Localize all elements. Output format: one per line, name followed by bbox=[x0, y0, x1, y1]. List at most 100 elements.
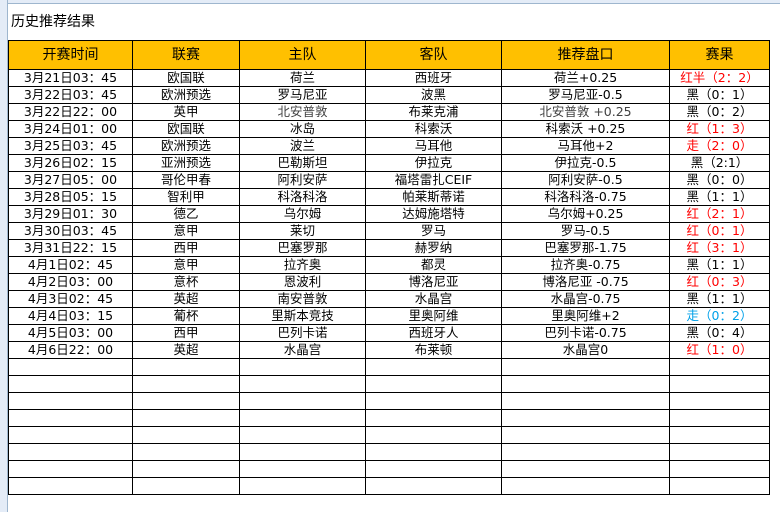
empty-cell[interactable] bbox=[501, 375, 670, 393]
cell-league[interactable]: 德乙 bbox=[132, 205, 240, 223]
empty-cell[interactable] bbox=[365, 392, 502, 410]
empty-cell[interactable] bbox=[501, 443, 670, 461]
cell-result[interactable]: 黑（1：1） bbox=[669, 188, 770, 206]
cell-home[interactable]: 波兰 bbox=[239, 137, 366, 155]
cell-away[interactable]: 福塔雷扎CEIF bbox=[365, 171, 502, 189]
empty-cell[interactable] bbox=[132, 477, 240, 495]
cell-league[interactable]: 意杯 bbox=[132, 273, 240, 291]
cell-time[interactable]: 3月30日03：45 bbox=[8, 222, 133, 240]
cell-time[interactable]: 3月24日01：00 bbox=[8, 120, 133, 138]
cell-pick[interactable]: 罗马尼亚-0.5 bbox=[501, 86, 670, 104]
header-pick[interactable]: 推荐盘口 bbox=[501, 40, 670, 70]
empty-cell[interactable] bbox=[501, 392, 670, 410]
cell-league[interactable]: 智利甲 bbox=[132, 188, 240, 206]
cell-league[interactable]: 意甲 bbox=[132, 222, 240, 240]
cell-home[interactable]: 巴勒斯坦 bbox=[239, 154, 366, 172]
cell-pick[interactable]: 马耳他+2 bbox=[501, 137, 670, 155]
cell-result[interactable]: 走（0：2） bbox=[669, 307, 770, 325]
empty-cell[interactable] bbox=[669, 392, 770, 410]
cell-away[interactable]: 布莱克浦 bbox=[365, 103, 502, 121]
cell-time[interactable]: 3月21日03：45 bbox=[8, 69, 133, 87]
empty-cell[interactable] bbox=[239, 477, 366, 495]
cell-pick[interactable]: 拉齐奥-0.75 bbox=[501, 256, 670, 274]
cell-time[interactable]: 3月22日03：45 bbox=[8, 86, 133, 104]
cell-league[interactable]: 欧国联 bbox=[132, 69, 240, 87]
cell-pick[interactable]: 里奥阿维+2 bbox=[501, 307, 670, 325]
cell-home[interactable]: 阿利安萨 bbox=[239, 171, 366, 189]
header-time[interactable]: 开赛时间 bbox=[8, 40, 133, 70]
cell-away[interactable]: 罗马 bbox=[365, 222, 502, 240]
empty-cell[interactable] bbox=[365, 375, 502, 393]
cell-pick[interactable]: 科洛科洛-0.75 bbox=[501, 188, 670, 206]
cell-league[interactable]: 哥伦甲春 bbox=[132, 171, 240, 189]
cell-pick[interactable]: 罗马-0.5 bbox=[501, 222, 670, 240]
cell-time[interactable]: 3月28日05：15 bbox=[8, 188, 133, 206]
cell-away[interactable]: 科索沃 bbox=[365, 120, 502, 138]
cell-away[interactable]: 西班牙 bbox=[365, 69, 502, 87]
cell-result[interactable]: 红（3：1） bbox=[669, 239, 770, 257]
cell-league[interactable]: 西甲 bbox=[132, 239, 240, 257]
empty-cell[interactable] bbox=[239, 409, 366, 427]
cell-result[interactable]: 红半（2：2） bbox=[669, 69, 770, 87]
empty-cell[interactable] bbox=[132, 392, 240, 410]
cell-home[interactable]: 荷兰 bbox=[239, 69, 366, 87]
header-away[interactable]: 客队 bbox=[365, 40, 502, 70]
cell-pick[interactable]: 荷兰+0.25 bbox=[501, 69, 670, 87]
empty-cell[interactable] bbox=[501, 358, 670, 376]
empty-cell[interactable] bbox=[365, 460, 502, 478]
cell-away[interactable]: 伊拉克 bbox=[365, 154, 502, 172]
cell-result[interactable]: 黑（0：1） bbox=[669, 86, 770, 104]
cell-pick[interactable]: 乌尔姆+0.25 bbox=[501, 205, 670, 223]
cell-result[interactable]: 红（2：1） bbox=[669, 205, 770, 223]
cell-pick[interactable]: 伊拉克-0.5 bbox=[501, 154, 670, 172]
empty-cell[interactable] bbox=[501, 426, 670, 444]
cell-home[interactable]: 冰岛 bbox=[239, 120, 366, 138]
cell-result[interactable]: 红（0：3） bbox=[669, 273, 770, 291]
cell-result[interactable]: 黑（1：1） bbox=[669, 256, 770, 274]
cell-time[interactable]: 4月6日22：00 bbox=[8, 341, 133, 359]
empty-cell[interactable] bbox=[669, 358, 770, 376]
empty-cell[interactable] bbox=[365, 477, 502, 495]
cell-result[interactable]: 红（1：0） bbox=[669, 341, 770, 359]
empty-cell[interactable] bbox=[501, 409, 670, 427]
cell-time[interactable]: 3月22日22：00 bbox=[8, 103, 133, 121]
empty-cell[interactable] bbox=[669, 443, 770, 461]
empty-cell[interactable] bbox=[669, 409, 770, 427]
empty-cell[interactable] bbox=[8, 460, 133, 478]
empty-cell[interactable] bbox=[8, 358, 133, 376]
empty-cell[interactable] bbox=[239, 426, 366, 444]
empty-cell[interactable] bbox=[365, 426, 502, 444]
cell-pick[interactable]: 水晶宫0 bbox=[501, 341, 670, 359]
cell-result[interactable]: 黑（0：2） bbox=[669, 103, 770, 121]
empty-cell[interactable] bbox=[8, 409, 133, 427]
empty-cell[interactable] bbox=[669, 375, 770, 393]
cell-away[interactable]: 赫罗纳 bbox=[365, 239, 502, 257]
header-result[interactable]: 赛果 bbox=[669, 40, 770, 70]
cell-result[interactable]: 红（0：1） bbox=[669, 222, 770, 240]
cell-away[interactable]: 马耳他 bbox=[365, 137, 502, 155]
empty-cell[interactable] bbox=[8, 426, 133, 444]
cell-league[interactable]: 西甲 bbox=[132, 324, 240, 342]
cell-result[interactable]: 黑（1：1） bbox=[669, 290, 770, 308]
cell-time[interactable]: 3月25日03：45 bbox=[8, 137, 133, 155]
empty-cell[interactable] bbox=[8, 392, 133, 410]
cell-league[interactable]: 欧洲预选 bbox=[132, 86, 240, 104]
empty-cell[interactable] bbox=[132, 426, 240, 444]
empty-cell[interactable] bbox=[239, 358, 366, 376]
empty-cell[interactable] bbox=[8, 443, 133, 461]
empty-cell[interactable] bbox=[132, 460, 240, 478]
empty-cell[interactable] bbox=[365, 358, 502, 376]
cell-result[interactable]: 红（1：3） bbox=[669, 120, 770, 138]
empty-cell[interactable] bbox=[239, 375, 366, 393]
empty-cell[interactable] bbox=[132, 358, 240, 376]
cell-league[interactable]: 意甲 bbox=[132, 256, 240, 274]
cell-away[interactable]: 波黑 bbox=[365, 86, 502, 104]
empty-cell[interactable] bbox=[669, 426, 770, 444]
empty-cell[interactable] bbox=[132, 409, 240, 427]
cell-away[interactable]: 布莱顿 bbox=[365, 341, 502, 359]
cell-home[interactable]: 里斯本竞技 bbox=[239, 307, 366, 325]
cell-league[interactable]: 欧洲预选 bbox=[132, 137, 240, 155]
cell-home[interactable]: 莱切 bbox=[239, 222, 366, 240]
cell-time[interactable]: 4月3日02：45 bbox=[8, 290, 133, 308]
cell-away[interactable]: 达姆施塔特 bbox=[365, 205, 502, 223]
